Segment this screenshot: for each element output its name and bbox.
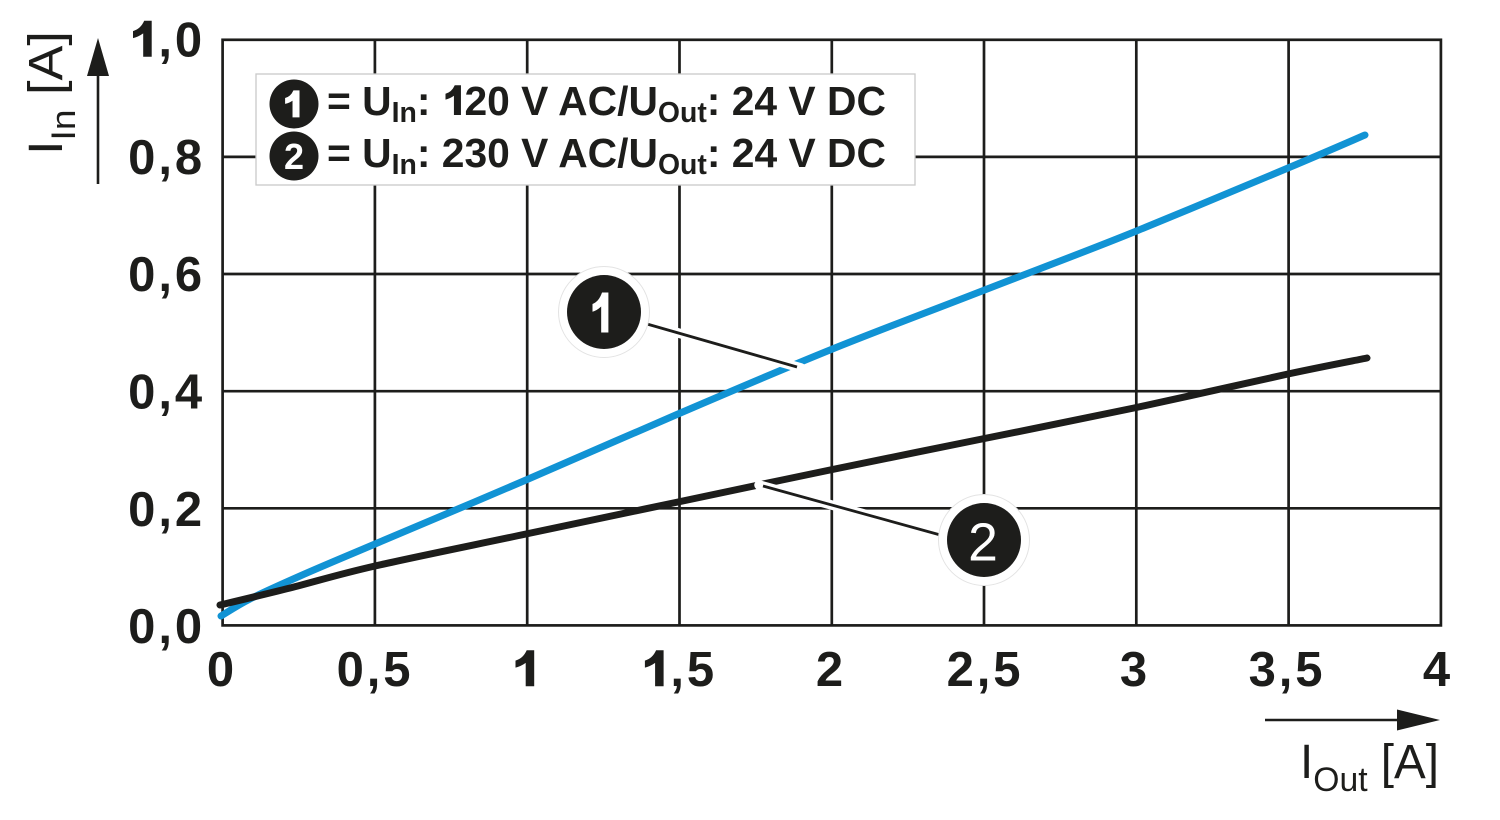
svg-text:= UIn: 230 V AC/UOut: 24 V DC: = UIn: 230 V AC/UOut: 24 V DC (327, 130, 886, 181)
svg-text:2: 2 (816, 643, 846, 697)
svg-text:0,0: 0,0 (128, 600, 205, 654)
svg-text:2,5: 2,5 (947, 643, 1024, 697)
svg-text:0,5: 0,5 (337, 643, 414, 697)
svg-text:3,5: 3,5 (1249, 643, 1326, 697)
svg-text:20 V AC/UOut: 24 V DC: 20 V AC/UOut: 24 V DC (464, 78, 885, 129)
svg-text:4: 4 (1423, 643, 1453, 697)
svg-text:2: 2 (284, 136, 304, 177)
svg-text:0,6: 0,6 (128, 248, 205, 302)
svg-text:2: 2 (968, 514, 998, 573)
svg-text:0,4: 0,4 (128, 366, 205, 420)
svg-text:IIn [A]: IIn [A] (20, 31, 83, 155)
svg-text:,5: ,5 (670, 643, 717, 697)
svg-text:0,2: 0,2 (128, 483, 205, 537)
svg-text:0,8: 0,8 (128, 131, 205, 185)
svg-text:3: 3 (1120, 643, 1150, 697)
svg-text:0: 0 (207, 643, 237, 697)
svg-text:IOut [A]: IOut [A] (1300, 736, 1439, 799)
svg-text:= UIn:: = UIn: (327, 78, 430, 129)
svg-text:,0: ,0 (158, 14, 205, 68)
